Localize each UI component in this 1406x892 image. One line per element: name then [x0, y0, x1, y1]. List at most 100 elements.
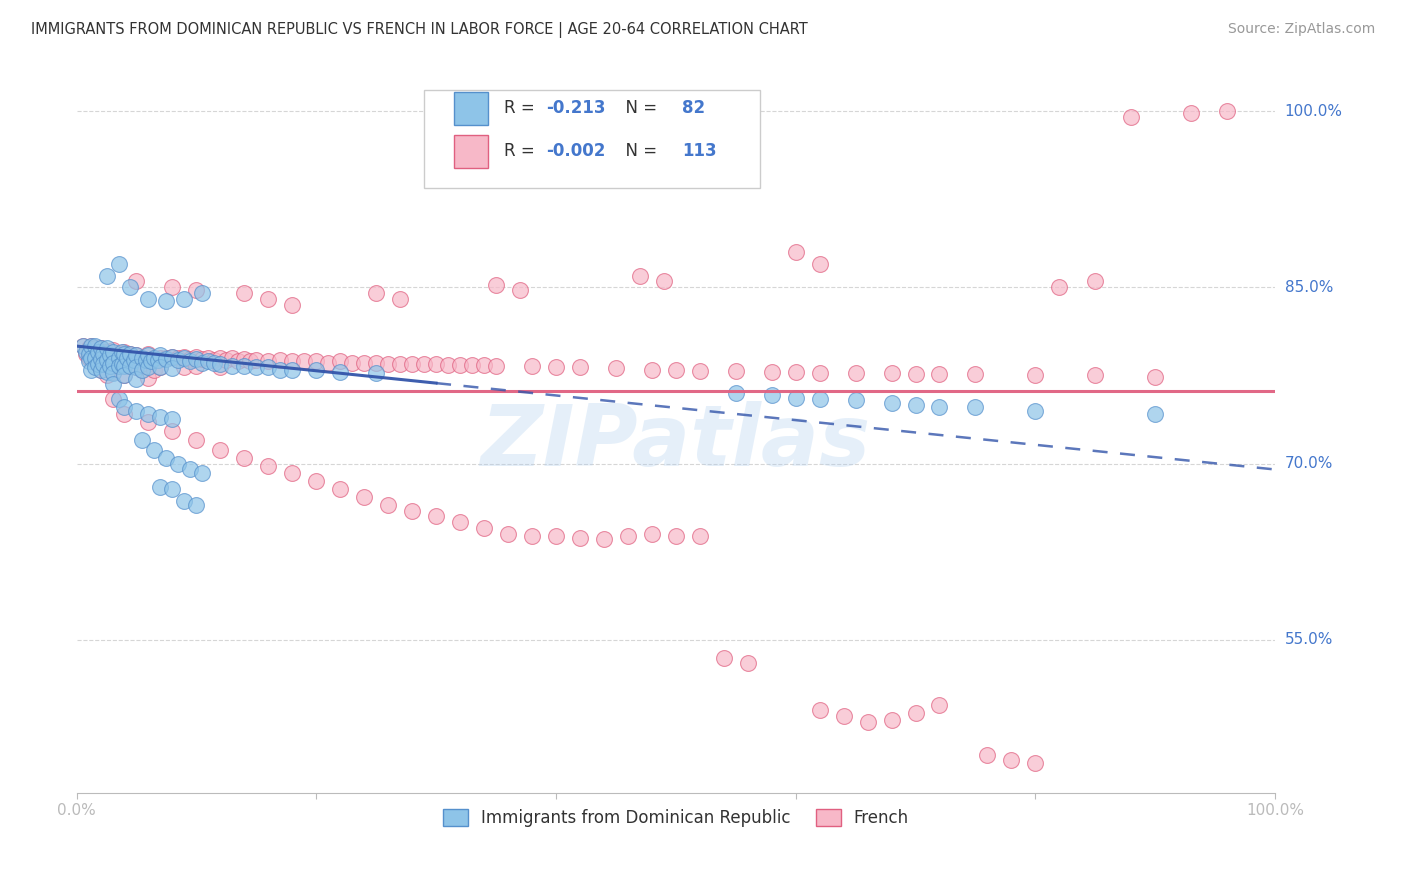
Point: [101, 392, 124, 406]
Point: [101, 376, 124, 391]
Point: [377, 357, 399, 371]
Point: [120, 347, 142, 361]
Point: [568, 360, 591, 375]
Point: [111, 347, 134, 361]
Point: [257, 354, 280, 368]
Point: [904, 706, 927, 720]
Point: [186, 498, 208, 512]
Point: [155, 351, 177, 365]
Point: [472, 521, 495, 535]
Point: [101, 343, 124, 357]
Point: [628, 268, 651, 283]
Point: [239, 354, 262, 368]
Point: [413, 357, 436, 371]
Point: [96, 342, 118, 356]
Point: [605, 361, 627, 376]
Point: [111, 357, 134, 371]
Point: [77, 342, 100, 356]
Point: [138, 416, 160, 430]
Text: -0.002: -0.002: [547, 142, 606, 161]
Point: [87, 357, 110, 371]
Point: [292, 354, 315, 368]
Point: [98, 359, 121, 373]
Point: [186, 350, 208, 364]
Point: [125, 360, 148, 375]
Point: [101, 354, 124, 368]
Point: [114, 347, 136, 361]
Point: [146, 353, 169, 368]
Point: [509, 283, 531, 297]
Point: [98, 349, 121, 363]
Point: [737, 657, 759, 671]
Point: [167, 457, 190, 471]
Text: 113: 113: [682, 142, 717, 161]
Point: [785, 245, 807, 260]
Point: [91, 357, 114, 371]
Point: [96, 268, 118, 283]
Point: [544, 360, 567, 375]
Point: [1216, 104, 1239, 119]
Point: [115, 351, 138, 365]
Point: [257, 360, 280, 375]
Point: [131, 351, 153, 365]
Text: 85.0%: 85.0%: [1285, 280, 1333, 295]
Text: Source: ZipAtlas.com: Source: ZipAtlas.com: [1227, 22, 1375, 37]
Point: [114, 345, 136, 359]
Point: [167, 353, 190, 368]
Point: [120, 280, 142, 294]
Text: 100.0%: 100.0%: [1285, 103, 1343, 119]
Point: [131, 362, 153, 376]
Point: [91, 345, 114, 359]
Point: [305, 475, 328, 489]
Text: ZIPatlas: ZIPatlas: [481, 401, 870, 484]
Point: [965, 401, 987, 415]
Point: [131, 351, 153, 365]
Point: [342, 355, 364, 369]
Point: [245, 353, 267, 368]
Text: IMMIGRANTS FROM DOMINICAN REPUBLIC VS FRENCH IN LABOR FORCE | AGE 20-64 CORRELAT: IMMIGRANTS FROM DOMINICAN REPUBLIC VS FR…: [31, 22, 807, 38]
Point: [808, 366, 831, 380]
Point: [713, 650, 735, 665]
Point: [89, 342, 111, 356]
Point: [425, 357, 447, 371]
Point: [179, 351, 201, 366]
Point: [149, 480, 172, 494]
Point: [761, 365, 783, 379]
Point: [329, 354, 352, 368]
Point: [80, 349, 103, 363]
Point: [191, 351, 214, 366]
Point: [281, 354, 304, 368]
Point: [80, 362, 103, 376]
Point: [96, 365, 118, 379]
Point: [120, 359, 142, 373]
Point: [149, 360, 172, 375]
Point: [114, 359, 136, 373]
Point: [724, 364, 747, 378]
Point: [125, 349, 148, 363]
Point: [617, 529, 640, 543]
Point: [353, 490, 375, 504]
Point: [856, 715, 879, 730]
Point: [329, 365, 352, 379]
Point: [1047, 280, 1070, 294]
Point: [437, 358, 460, 372]
Point: [389, 292, 412, 306]
Point: [179, 354, 201, 368]
Point: [143, 362, 166, 376]
Point: [80, 339, 103, 353]
Point: [91, 347, 114, 361]
Point: [366, 366, 388, 380]
Point: [83, 351, 105, 365]
Point: [101, 366, 124, 380]
Point: [197, 354, 219, 368]
Point: [89, 362, 111, 376]
Point: [191, 466, 214, 480]
FancyBboxPatch shape: [425, 89, 759, 188]
Point: [257, 292, 280, 306]
Point: [845, 366, 868, 380]
Point: [125, 360, 148, 375]
Point: [114, 357, 136, 371]
Point: [808, 257, 831, 271]
Point: [77, 354, 100, 368]
Point: [139, 354, 162, 368]
